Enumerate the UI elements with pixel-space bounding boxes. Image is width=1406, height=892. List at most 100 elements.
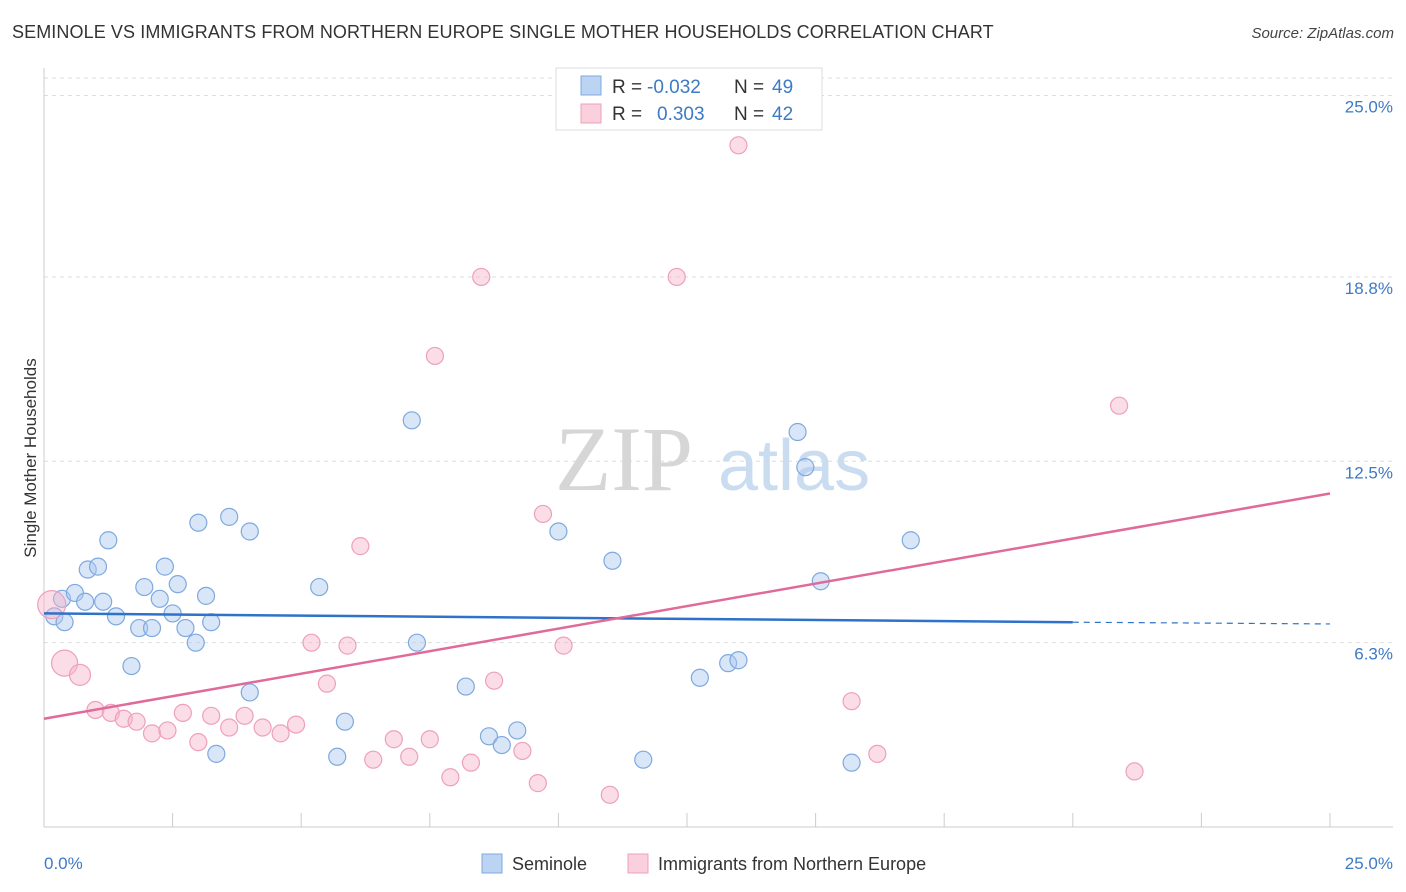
legend-n-value-1: 49: [772, 77, 793, 98]
immigrants-point: [142, 724, 162, 743]
immigrants-point: [868, 744, 887, 763]
x-tick-label-end: 25.0%: [1345, 854, 1393, 873]
seminole-point: [603, 551, 622, 570]
immigrants-point: [351, 537, 370, 556]
y-tick-label: 6.3%: [1354, 645, 1393, 664]
trend-lines: [43, 492, 1331, 720]
immigrants-point: [400, 747, 419, 766]
seminole-point: [240, 522, 259, 541]
seminole-point: [240, 683, 259, 702]
immigrants-point: [202, 706, 221, 725]
seminole-point: [135, 577, 154, 597]
seminole-point: [99, 531, 118, 550]
immigrants-point: [513, 741, 532, 761]
seminole-point: [402, 411, 421, 430]
bottom-legend-swatch-seminole: [481, 853, 503, 874]
seminole-point: [549, 522, 568, 541]
legend-swatch-immigrants: [580, 103, 602, 124]
seminole-point: [106, 607, 126, 626]
points-layer: [37, 136, 1144, 804]
immigrants-point: [271, 724, 290, 743]
legend-n-value-2: 42: [772, 104, 793, 125]
seminole-point: [142, 618, 162, 638]
y-tick-label: 25.0%: [1345, 98, 1393, 117]
seminole-point: [88, 557, 108, 576]
bottom-legend-label-seminole: Seminole: [512, 854, 587, 874]
seminole-point: [842, 753, 861, 772]
seminole-point: [176, 618, 195, 638]
legend-r-label-1: R =: [612, 77, 642, 98]
immigrants-point: [667, 267, 686, 287]
immigrants-point: [1125, 762, 1144, 781]
y-tick-label: 12.5%: [1345, 463, 1393, 482]
immigrants-point: [600, 785, 619, 804]
immigrants-point: [472, 267, 491, 287]
seminole-point: [150, 589, 169, 608]
seminole-point: [719, 654, 738, 673]
seminole-point: [328, 747, 347, 766]
seminole-point: [76, 592, 95, 611]
immigrants-point: [286, 715, 306, 734]
y-tick-labels: 6.3% 12.5% 18.8% 25.0%: [1345, 98, 1393, 664]
seminole-trend-extension: [1072, 621, 1331, 625]
grid: [44, 77, 1393, 644]
immigrants-point: [1109, 396, 1129, 415]
immigrants-point: [253, 718, 272, 737]
seminole-point: [186, 633, 205, 652]
immigrants-point: [729, 136, 748, 155]
seminole-point: [788, 422, 807, 442]
seminole-point: [130, 618, 149, 638]
immigrants-point: [425, 346, 445, 366]
seminole-point: [901, 531, 920, 550]
seminole-point: [796, 458, 815, 477]
seminole-point: [207, 744, 226, 763]
seminole-point: [335, 712, 355, 731]
seminole-point: [508, 721, 527, 740]
immigrants-point: [173, 703, 192, 722]
seminole-point: [310, 577, 329, 597]
immigrants-point: [420, 730, 439, 749]
immigrants-point: [158, 721, 177, 740]
immigrants-point: [189, 733, 208, 752]
immigrants-point: [461, 753, 481, 772]
legend-r-value-1: -0.032: [647, 77, 701, 98]
y-axis-label: Single Mother Households: [21, 358, 40, 557]
watermark-zip: ZIP: [555, 408, 693, 510]
legend-top: R = -0.032 N = 49 R = 0.303 N = 42: [555, 67, 823, 131]
immigrants-point: [338, 636, 357, 655]
seminole-point: [220, 507, 239, 526]
seminole-point: [94, 592, 113, 611]
seminole-point: [155, 557, 174, 576]
immigrants-point: [317, 674, 337, 693]
legend-n-label-1: N =: [734, 77, 764, 98]
immigrants-point: [842, 692, 861, 711]
seminole-point: [168, 575, 187, 594]
legend-bottom: Seminole Immigrants from Northern Europe: [481, 853, 926, 874]
y-tick-label: 18.8%: [1345, 279, 1393, 298]
seminole-point: [78, 560, 97, 579]
source-label: Source: ZipAtlas.com: [1251, 25, 1394, 42]
immigrants-point: [528, 774, 547, 793]
immigrants-point: [235, 706, 254, 725]
seminole-point: [729, 651, 748, 670]
immigrants-point: [485, 671, 504, 690]
bottom-legend-label-immigrants: Immigrants from Northern Europe: [658, 854, 926, 874]
immigrants-trend-line: [43, 492, 1331, 720]
axes: [43, 68, 1393, 828]
immigrants-point: [220, 718, 239, 737]
immigrants-point: [554, 636, 573, 655]
seminole-point: [456, 677, 475, 696]
seminole-point: [634, 750, 653, 769]
immigrants-point: [441, 768, 460, 787]
seminole-point: [122, 656, 141, 676]
immigrants-point: [68, 663, 92, 686]
seminole-point: [196, 586, 216, 605]
seminole-point: [407, 633, 427, 652]
immigrants-point: [384, 730, 403, 749]
seminole-point: [202, 613, 221, 632]
immigrants-point: [533, 504, 553, 524]
immigrants-point: [302, 633, 321, 652]
x-tick-label-start: 0.0%: [44, 854, 83, 873]
immigrants-point: [37, 590, 67, 620]
seminole-trend-line: [43, 612, 1073, 624]
